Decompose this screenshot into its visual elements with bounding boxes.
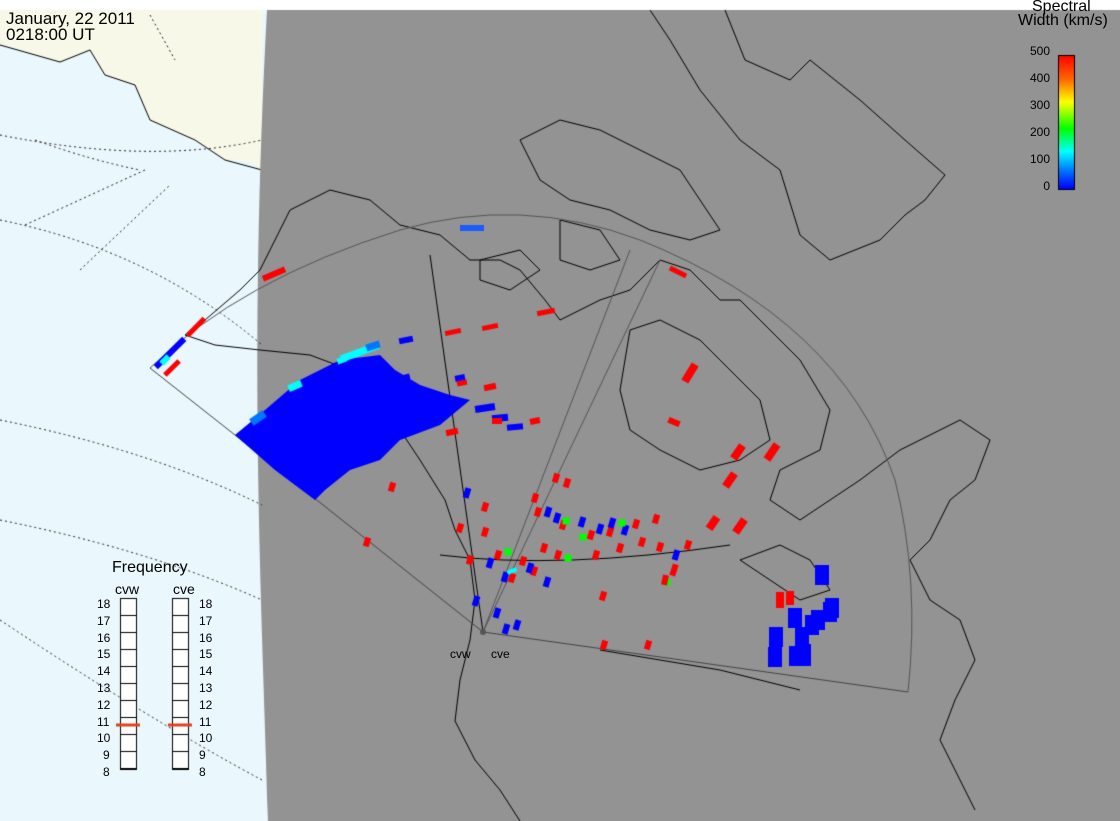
freq-right-15: 15 [199,647,213,661]
colorbar-tick-200: 200 [1029,125,1050,139]
freq-left-18: 18 [97,597,111,611]
freq-right-10: 10 [199,731,213,745]
frequency-title: Frequency [112,559,188,576]
freq-right-18: 18 [199,597,213,611]
time-label: 0218:00 UT [6,25,95,44]
freq-right-14: 14 [199,664,213,678]
freq-left-11: 11 [97,715,110,729]
colorbar-tick-100: 100 [1029,152,1050,166]
colorbar-tick-400: 400 [1029,71,1050,85]
freq-left-10: 10 [97,731,111,745]
frequency-radar-cve: cve [173,581,195,597]
freq-right-11: 11 [199,715,212,729]
freq-right-12: 12 [199,698,213,712]
colorbar-tick-500: 500 [1029,44,1050,58]
freq-right-9: 9 [199,748,206,762]
freq-right-13: 13 [199,681,213,695]
colorbar-units: Width (km/s) [1018,12,1108,29]
freq-right-16: 16 [199,631,213,645]
freq-left-9: 9 [103,748,110,762]
colorbar-title: Spectral [1032,0,1091,15]
freq-right-8: 8 [199,765,206,779]
freq-left-15: 15 [97,647,111,661]
freq-left-17: 17 [97,614,111,628]
colorbar-tick-0: 0 [1043,179,1050,193]
freq-left-13: 13 [97,681,111,695]
colorbar-tick-300: 300 [1029,98,1050,112]
freq-left-12: 12 [97,698,111,712]
radar-site-label-cve: cve [491,647,510,661]
freq-left-14: 14 [97,664,111,678]
freq-left-8: 8 [103,765,110,779]
frequency-radar-cvw: cvw [115,581,140,597]
radar-site-label-cvw: cvw [450,647,471,661]
date-label: January, 22 2011 [6,9,135,28]
freq-right-17: 17 [199,614,213,628]
freq-left-16: 16 [97,631,111,645]
